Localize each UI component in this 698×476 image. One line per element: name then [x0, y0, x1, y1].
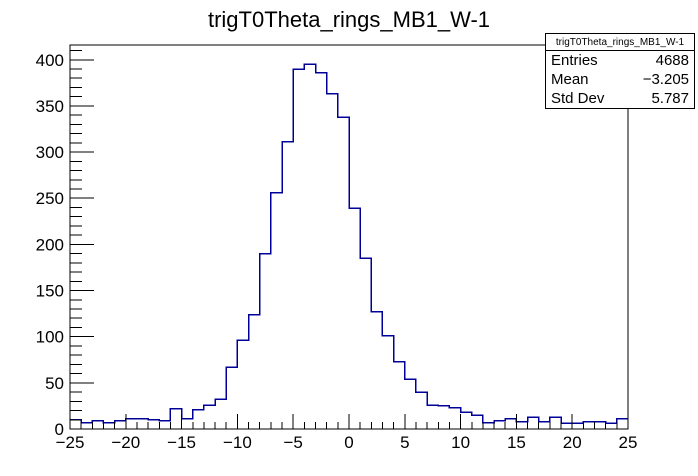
y-tick-label: 400	[36, 51, 64, 70]
stats-value-entries: 4688	[655, 52, 689, 69]
x-tick-label: 20	[563, 433, 582, 452]
x-tick-label: −20	[111, 433, 140, 452]
stats-label-entries: Entries	[551, 52, 598, 69]
stats-title: trigT0Theta_rings_MB1_W-1	[546, 34, 694, 51]
stats-row-entries: Entries 4688	[546, 51, 694, 70]
chart-title: trigT0Theta_rings_MB1_W-1	[207, 7, 491, 32]
y-tick-label: 350	[36, 97, 64, 116]
stats-row-stddev: Std Dev 5.787	[546, 89, 694, 108]
stats-box: trigT0Theta_rings_MB1_W-1 Entries 4688 M…	[545, 33, 695, 109]
x-tick-label: 5	[400, 433, 409, 452]
y-tick-label: 50	[45, 374, 64, 393]
y-tick-label: 300	[36, 143, 64, 162]
x-tick-label: 10	[451, 433, 470, 452]
stats-value-stddev: 5.787	[651, 90, 689, 107]
y-tick-label: 150	[36, 282, 64, 301]
histogram-line	[70, 63, 628, 425]
y-tick-label: 200	[36, 235, 64, 254]
x-tick-label: −25	[56, 433, 85, 452]
stats-label-stddev: Std Dev	[551, 90, 605, 107]
x-tick-label: −5	[284, 433, 303, 452]
stats-row-mean: Mean −3.205	[546, 70, 694, 89]
x-tick-label: 0	[344, 433, 353, 452]
x-tick-label: −15	[167, 433, 196, 452]
y-tick-label: 0	[55, 420, 64, 439]
x-tick-label: −10	[223, 433, 252, 452]
stats-value-mean: −3.205	[642, 71, 689, 88]
x-tick-label: 15	[507, 433, 526, 452]
x-tick-label: 25	[619, 433, 638, 452]
y-tick-label: 100	[36, 328, 64, 347]
y-tick-label: 250	[36, 189, 64, 208]
stats-label-mean: Mean	[551, 71, 589, 88]
